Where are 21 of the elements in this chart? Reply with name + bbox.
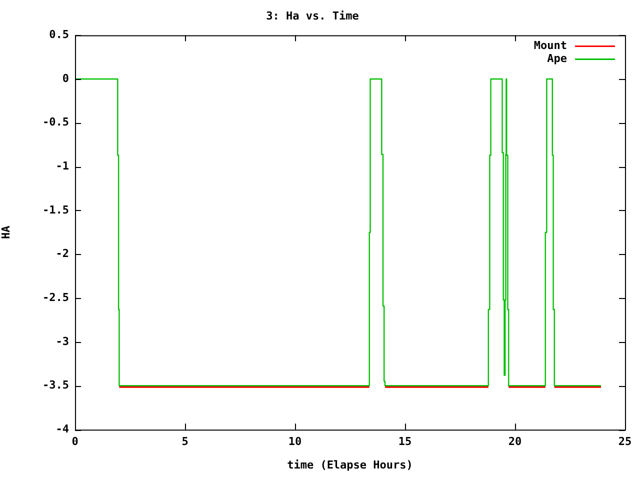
x-tick-label: 0 [72, 435, 78, 448]
x-tick-label: 10 [288, 435, 302, 448]
y-tick-label: -2 [56, 247, 69, 260]
y-axis-title: HA [0, 225, 12, 240]
y-tick-label: -0.5 [42, 116, 69, 129]
legend-label: Ape [547, 52, 568, 66]
y-tick-label: -4 [56, 422, 70, 436]
x-tick-label: 15 [398, 435, 412, 448]
x-tick-label: 20 [508, 435, 522, 448]
x-tick-label: 25 [618, 435, 632, 448]
legend-label: Mount [534, 39, 567, 52]
y-tick-label: -3.5 [42, 378, 69, 392]
y-tick-label: -1.5 [42, 203, 69, 216]
y-tick-label: -3 [56, 334, 69, 348]
y-tick-label: -2.5 [42, 290, 69, 304]
y-tick-label: 0.5 [49, 28, 69, 42]
chart-title: 3: Ha vs. Time [266, 9, 360, 22]
y-tick-label: -1 [56, 160, 70, 173]
x-tick-label: 5 [182, 435, 188, 448]
x-axis-title: time (Elapse Hours) [287, 458, 413, 472]
y-tick-label: 0 [62, 72, 69, 85]
